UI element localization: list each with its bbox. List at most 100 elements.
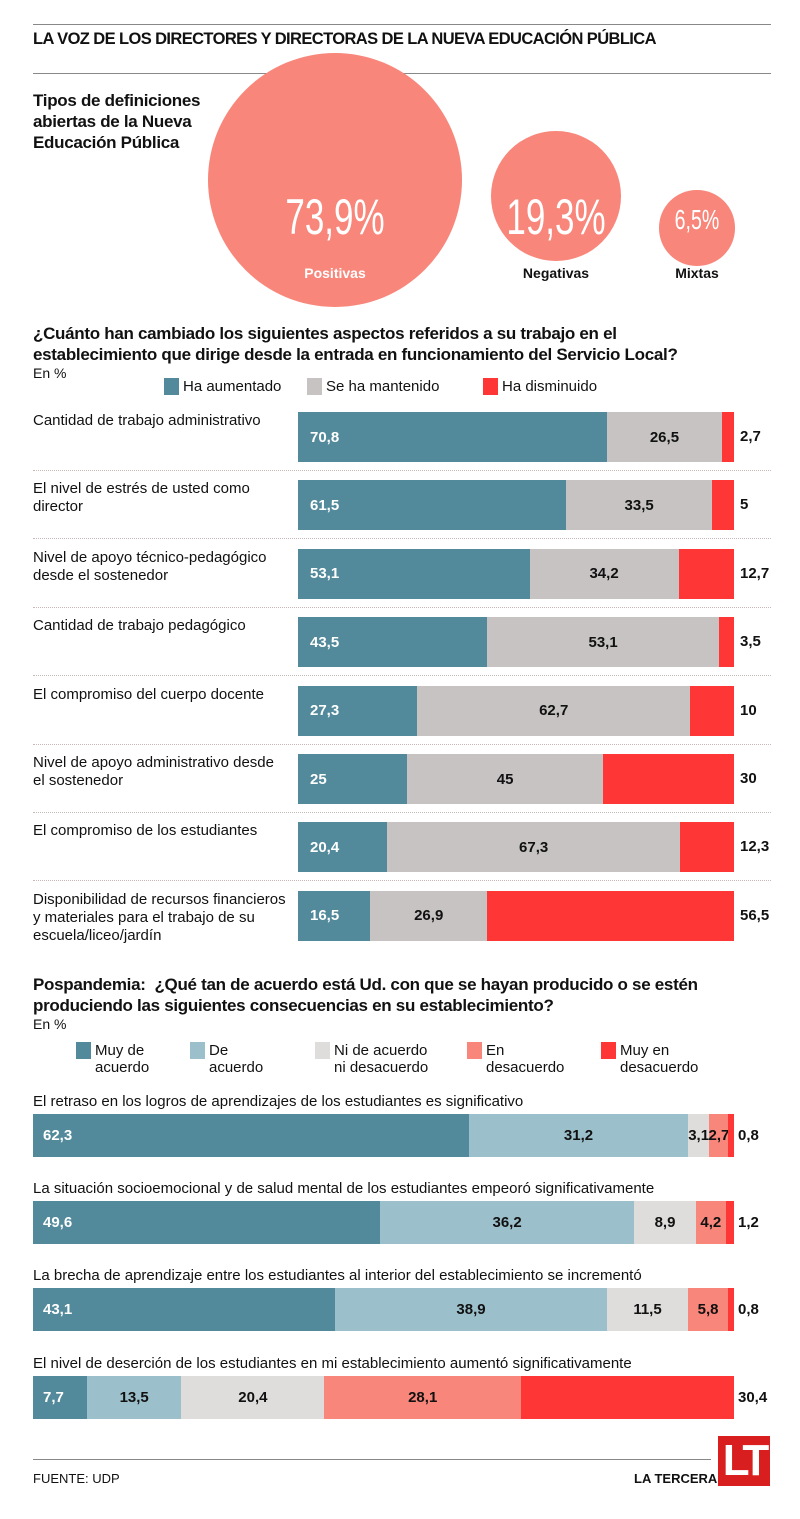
stacked-bar: 62,3 31,2 3,1 2,7 [33,1114,734,1157]
bar-segment-mantenido: 33,5 [566,480,713,531]
segment-value: 4,2 [700,1214,722,1231]
segment-value: 33,5 [624,496,654,514]
bar-segment-en-desacuerdo: 4,2 [696,1201,726,1244]
bubble-label: Mixtas [675,265,719,281]
legend-label: Ni de acuerdo ni desacuerdo [334,1042,428,1076]
row-divider [33,606,771,608]
segment-value: 28,1 [408,1389,438,1406]
legend-swatch [467,1042,482,1059]
row-label: El compromiso de los estudiantes [33,822,258,840]
row-divider [33,743,771,745]
segment-value: 27,3 [310,702,340,720]
stacked-bar: 43,1 38,9 11,5 5,8 [33,1288,734,1331]
bar-segment-aumentado: 61,5 [298,480,567,531]
segment-value: 43,1 [43,1301,73,1318]
bubble-value: 73,9% [285,189,385,245]
legend-line: De [209,1042,229,1059]
change-chart-unit: En % [33,365,67,381]
pandemic-chart-title: Pospandemia: ¿Qué tan de acuerdo está Ud… [33,974,733,1016]
segment-value: 3,1 [688,1127,710,1144]
bar-segment-mantenido: 34,2 [529,548,679,599]
disminuido-value: 56,5 [740,906,770,924]
legend-swatch [190,1042,205,1059]
segment-value: 20,4 [310,838,340,856]
bubble-negativas [491,131,621,261]
legend-swatch [307,378,322,395]
statement-label: El nivel de deserción de los estudiantes… [33,1355,632,1372]
legend-line: acuerdo [95,1059,150,1076]
disminuido-value: 10 [740,701,757,719]
bubble-chart-title: Tipos de definiciones abiertas de la Nue… [33,91,201,152]
pandemic-chart-title-text: ¿Qué tan de acuerdo está Ud. con que se … [33,975,698,1015]
row-label: Cantidad de trabajo pedagógico [33,617,246,635]
legend-swatch [483,378,498,395]
segment-value: 62,7 [539,702,569,720]
bar-segment-de-acuerdo: 36,2 [380,1201,634,1244]
row-divider [33,812,771,813]
bar-segment-aumentado: 27,3 [298,685,418,736]
bar-segment-aumentado: 16,5 [298,890,370,941]
bar-segment-muy-en-desacuerdo [728,1288,734,1331]
disminuido-value: 5 [740,496,749,514]
segment-value: 5,8 [697,1301,719,1318]
bubble-positivas [208,53,462,307]
legend-line: En [486,1042,505,1059]
stacked-bar: 7,7 13,5 20,4 28,1 [33,1376,734,1419]
bar-segment-disminuido [718,617,734,668]
segment-value: 31,2 [563,1127,594,1144]
bar-segment-ni: 8,9 [633,1201,697,1244]
segment-value: 20,4 [238,1389,268,1406]
bar-segment-en-desacuerdo: 5,8 [687,1288,729,1331]
legend-item: Ha disminuido [483,378,597,395]
bar-segment-muy-de-acuerdo: 7,7 [33,1376,87,1419]
stacked-bar: 25 45 [298,754,734,804]
row-label: El nivel de estrés de usted como directo… [33,480,250,516]
legend-line: Muy en [620,1042,670,1059]
segment-value: 26,9 [414,907,444,925]
pandemic-chart-unit: En % [33,1016,67,1032]
bar-segment-muy-de-acuerdo: 43,1 [33,1288,335,1331]
top-rule [33,24,771,25]
segment-value: 61,5 [310,496,340,514]
page-title: LA VOZ DE LOS DIRECTORES Y DIRECTORAS DE… [33,30,657,48]
bubble-label: Positivas [304,265,366,281]
row-divider [33,880,771,882]
segment-value: 43,5 [310,633,340,651]
segment-value: 26,5 [649,428,680,446]
row-label: Nivel de apoyo técnico-pedagógico desde … [33,548,267,584]
segment-value: 13,5 [119,1389,149,1406]
disminuido-value: 2,7 [740,428,761,445]
legend-line: Ni de acuerdo [334,1042,428,1059]
segment-value: 49,6 [43,1214,73,1231]
bar-segment-muy-en-desacuerdo [521,1376,734,1419]
legend-item: Ni de acuerdo ni desacuerdo [315,1042,428,1076]
muy-en-desacuerdo-value: 0,8 [738,1301,759,1318]
legend-item: Se ha mantenido [307,378,439,395]
bar-segment-de-acuerdo: 13,5 [86,1376,182,1419]
segment-value: 45 [496,770,514,788]
segment-value: 38,9 [456,1301,486,1318]
legend-label: Ha disminuido [502,378,598,395]
bar-segment-aumentado: 43,5 [298,617,488,668]
bar-segment-ni: 3,1 [687,1114,710,1157]
legend-label: Muy de acuerdo [95,1042,149,1076]
legend-label: Muy en desacuerdo [620,1042,698,1076]
legend-item: En desacuerdo [467,1042,564,1076]
legend-label: Se ha mantenido [326,378,440,395]
bar-segment-aumentado: 70,8 [298,412,607,462]
bar-segment-muy-en-desacuerdo [725,1201,734,1244]
segment-value: 67,3 [519,838,549,856]
bar-segment-disminuido [690,685,734,736]
bar-segment-en-desacuerdo: 28,1 [324,1376,522,1419]
legend-item: Muy de acuerdo [76,1042,149,1076]
row-label: Cantidad de trabajo administrativo [33,412,261,429]
bubble-value: 6,5% [674,204,720,235]
source-label: FUENTE: UDP [33,1471,120,1486]
disminuido-value: 12,3 [740,838,770,856]
stacked-bar: 27,3 62,7 [298,685,734,736]
disminuido-value: 30 [740,770,757,787]
bar-segment-aumentado: 25 [298,754,407,804]
row-label: Nivel de apoyo administrativo desde el s… [33,754,274,789]
bar-segment-disminuido [487,890,734,941]
segment-value: 53,1 [310,565,340,583]
